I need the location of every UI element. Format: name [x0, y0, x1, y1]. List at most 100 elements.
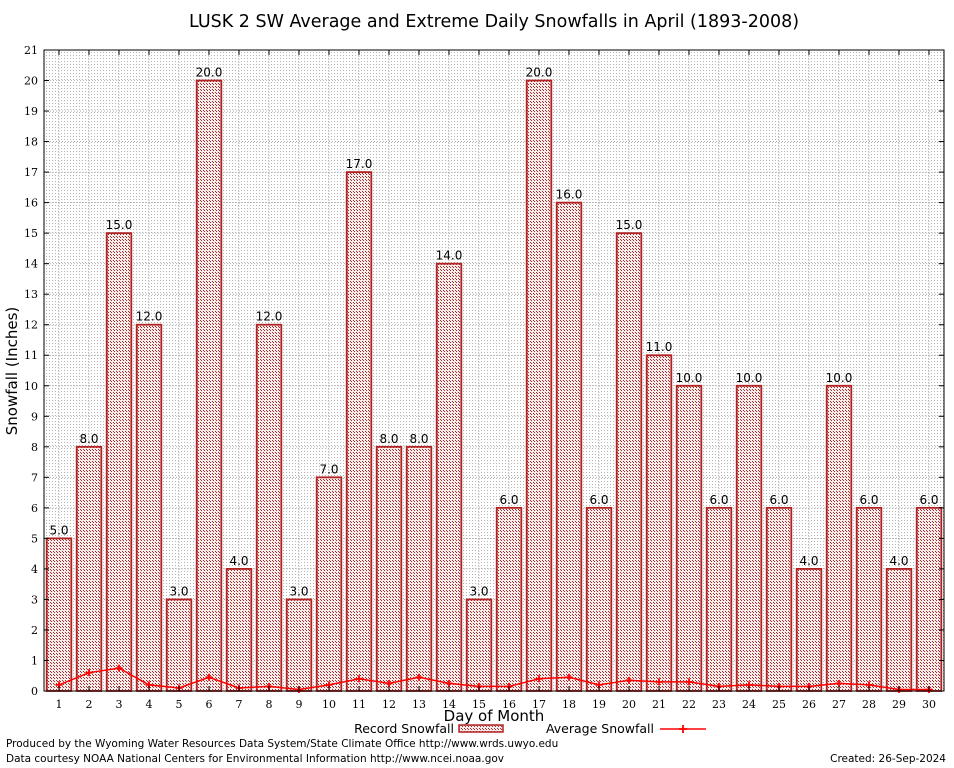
y-tick-label: 2 — [31, 624, 38, 637]
average-point-day-27 — [835, 679, 843, 687]
y-tick-label: 21 — [24, 44, 38, 57]
x-tick-label: 20 — [622, 698, 636, 711]
x-tick-label: 28 — [862, 698, 876, 711]
plot-frame — [43, 49, 945, 692]
average-point-day-6 — [205, 673, 213, 681]
bar-day-14 — [435, 262, 463, 692]
y-tick-label: 10 — [24, 380, 38, 393]
y-tick-label: 4 — [31, 563, 38, 576]
x-axis-label: Day of Month — [444, 707, 545, 725]
chart: LUSK 2 SW Average and Extreme Daily Snow… — [3, 12, 945, 736]
y-axis-label: Snowfall (Inches) — [3, 307, 21, 435]
bar-day-3 — [105, 232, 133, 692]
average-point-day-17 — [535, 675, 543, 683]
bar-value-label: 20.0 — [526, 66, 553, 80]
bar-value-label: 6.0 — [589, 493, 608, 507]
x-tick-label: 4 — [146, 698, 153, 711]
bar-value-label: 6.0 — [499, 493, 518, 507]
bar-day-27 — [825, 384, 853, 692]
bar-day-21 — [645, 354, 673, 692]
y-tick-label: 17 — [24, 166, 38, 179]
x-tick-label: 18 — [562, 698, 576, 711]
bar-value-label: 4.0 — [229, 554, 248, 568]
y-tick-label: 12 — [24, 319, 38, 332]
x-tick-label: 13 — [412, 698, 426, 711]
bar-value-label: 6.0 — [709, 493, 728, 507]
bar-value-label: 3.0 — [289, 584, 308, 598]
plot-area — [44, 50, 944, 691]
y-tick-label: 15 — [24, 227, 38, 240]
x-tick-label: 2 — [86, 698, 93, 711]
x-tick-label: 16 — [502, 698, 516, 711]
bar-value-label: 3.0 — [469, 584, 488, 598]
bar-day-1 — [45, 537, 73, 692]
x-tick-label: 5 — [176, 698, 183, 711]
x-tick-label: 12 — [382, 698, 396, 711]
legend-marker-average — [679, 725, 687, 733]
bar-value-label: 8.0 — [379, 432, 398, 446]
bar-value-label: 12.0 — [136, 310, 163, 324]
bar-day-9 — [285, 598, 313, 692]
bar-day-17 — [525, 79, 553, 692]
bar-value-label: 8.0 — [409, 432, 428, 446]
bar-value-label: 12.0 — [256, 310, 283, 324]
bar-value-label: 6.0 — [859, 493, 878, 507]
x-tick-label: 7 — [236, 698, 243, 711]
x-tick-label: 8 — [266, 698, 273, 711]
y-tick-label: 13 — [24, 288, 38, 301]
y-tick-label: 0 — [31, 685, 38, 698]
y-tick-label: 14 — [24, 258, 38, 271]
y-tick-label: 6 — [31, 502, 38, 515]
bar-value-label: 20.0 — [196, 66, 223, 80]
bar-day-5 — [165, 598, 193, 692]
bar-day-29 — [885, 568, 913, 692]
x-axis: 1 2 3 4 5 6 7 8 9 10 11 12 13 14 15 16 17 18 19 20 21 22 23 24 2… — [56, 50, 936, 711]
bar-value-label: 10.0 — [826, 371, 853, 385]
x-tick-label: 27 — [832, 698, 846, 711]
bar-value-label: 4.0 — [889, 554, 908, 568]
average-point-day-11 — [355, 675, 363, 683]
bar-day-8 — [255, 323, 283, 692]
legend-swatch-record — [458, 724, 504, 733]
bar-value-label: 8.0 — [79, 432, 98, 446]
bar-day-23 — [705, 506, 733, 692]
bar-value-label: 10.0 — [736, 371, 763, 385]
y-tick-label: 5 — [31, 532, 38, 545]
bar-day-10 — [315, 476, 343, 692]
x-tick-label: 22 — [682, 698, 696, 711]
legend-label-record: Record Snowfall — [354, 721, 454, 736]
bar-value-label: 15.0 — [106, 218, 133, 232]
x-tick-label: 14 — [442, 698, 456, 711]
average-point-day-22 — [685, 678, 693, 686]
legend: Record Snowfall Average Snowfall — [354, 721, 706, 736]
x-tick-label: 21 — [652, 698, 666, 711]
y-tick-label: 3 — [31, 593, 38, 606]
y-tick-label: 19 — [24, 105, 38, 118]
y-tick-label: 16 — [24, 197, 38, 210]
bar-day-20 — [615, 232, 643, 692]
bar-value-label: 14.0 — [436, 249, 463, 263]
average-point-day-13 — [415, 673, 423, 681]
bar-day-2 — [75, 445, 103, 692]
bar-day-16 — [495, 506, 523, 692]
bar-day-13 — [405, 445, 433, 692]
y-tick-label: 11 — [24, 349, 38, 362]
average-point-day-20 — [625, 676, 633, 684]
y-tick-label: 8 — [31, 441, 38, 454]
bar-day-19 — [585, 506, 613, 692]
x-tick-label: 17 — [532, 698, 546, 711]
bars: 5.0 8.0 15.0 12.0 3.0 20.0 4.0 12.0 3.0 7.0 17.0 8.… — [45, 66, 943, 692]
average-snowfall-line — [58, 667, 929, 691]
bar-value-label: 6.0 — [769, 493, 788, 507]
x-tick-label: 15 — [472, 698, 486, 711]
bar-value-label: 6.0 — [919, 493, 938, 507]
average-point-day-21 — [655, 678, 663, 686]
x-tick-label: 24 — [742, 698, 756, 711]
footer-created: Created: 26-Sep-2024 — [830, 753, 946, 765]
bar-day-12 — [375, 445, 403, 692]
average-point-day-14 — [445, 679, 453, 687]
x-tick-label: 1 — [56, 698, 63, 711]
average-point-day-3 — [115, 664, 123, 672]
bar-day-30 — [915, 506, 943, 692]
